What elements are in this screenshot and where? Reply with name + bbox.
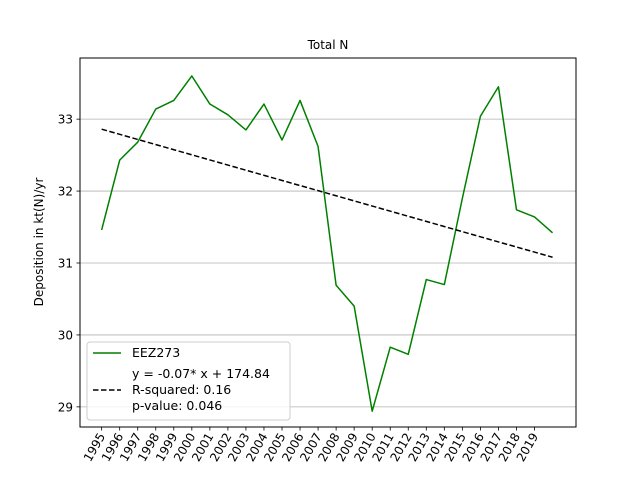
y-axis-label: Deposition in kt(N)/yr (32, 178, 46, 307)
y-tick-label-33: 33 (58, 113, 73, 127)
legend-label-trend-pvalue: p-value: 0.046 (132, 398, 222, 413)
y-tick-label-29: 29 (58, 400, 73, 414)
x-axis-ticks: 1995199619971998199920002001200220032004… (81, 427, 541, 464)
y-tick-label-30: 30 (58, 328, 73, 342)
y-tick-label-31: 31 (58, 257, 73, 271)
legend-label-trend-equation: y = -0.07* x + 174.84 (132, 366, 270, 381)
legend: EEZ273 y = -0.07* x + 174.84 R-squared: … (86, 341, 291, 421)
series-line-eez273 (100, 75, 554, 412)
trendline (101, 128, 553, 258)
chart-title: Total N (307, 38, 349, 52)
series-layer (100, 75, 554, 412)
legend-box (86, 341, 291, 421)
legend-label-trend-rsquared: R-squared: 0.16 (132, 382, 231, 397)
y-tick-label-32: 32 (58, 185, 73, 199)
y-axis-ticks: 29 30 31 32 33 (58, 113, 80, 414)
plot-frame (79, 57, 577, 428)
legend-label-eez273: EEZ273 (132, 345, 180, 360)
